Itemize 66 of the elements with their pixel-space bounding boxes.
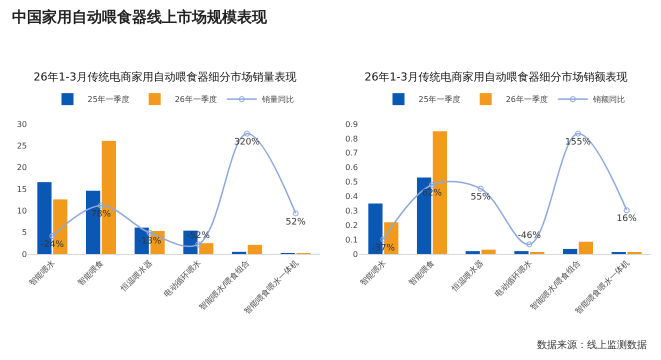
y-tick-label: 0.5 [345,178,358,187]
data-label: -24% [40,240,64,250]
x-tick-label: 恒温喂水器 [118,258,154,294]
point [624,207,630,214]
y-tick-label: 0 [22,250,27,259]
data-label: 320% [234,138,260,148]
legend-label: 25年一季度 [418,95,461,104]
data-label: 62% [422,188,442,199]
y-tick-label: 0.3 [345,206,358,216]
y-tick-label: 15 [16,184,27,194]
text: 中国家用自动喂食器线上市场规模表现 [12,8,267,27]
point [478,186,484,192]
y-tick-label: 20 [16,163,27,172]
x-tick-label: 智能喂食 [76,258,106,288]
data-label: 16% [616,214,638,224]
data-label: -52% [186,231,210,242]
legend-label: 26年一季度 [174,95,217,104]
data-label: -46% [518,231,542,242]
bar [248,244,262,254]
x-tick-label: 电动循环喂水 [162,258,203,299]
legend-label: 26年一季度 [506,95,548,104]
y-tick-label: 0.1 [345,235,358,244]
y-tick-label: 30 [16,120,27,129]
y-tick-label: 10 [16,206,27,216]
y-tick-label: 0.6 [345,163,358,172]
x-tick-label: 智能喂食 [407,258,436,288]
point [49,233,56,240]
legend-label: 25年一季度 [88,95,130,104]
legend-label: 销量同比 [260,95,294,104]
y-tick-label: 0.8 [345,134,358,144]
x-tick-label: 智能喂水 [28,258,57,288]
y-tick-label: 0 [352,250,358,259]
x-tick-label: 智能喂水 [358,258,388,288]
y-tick-label: 0.7 [345,148,358,158]
point [526,241,532,248]
point [380,236,386,242]
data-label: 55% [470,192,492,203]
data-label: -37% [372,243,396,254]
point [575,130,581,137]
point [429,182,435,188]
point [98,202,104,209]
data-label: 78% [90,210,112,220]
bar [562,248,578,254]
point [292,210,299,216]
chart-title: 26年1-3月传统电商家用自动喂食器细分市场销额表现 [364,70,628,84]
data-label: 52% [286,217,306,228]
bar [514,251,529,254]
point [146,230,153,236]
y-tick-label: 5 [22,228,27,238]
bar [199,243,214,254]
y-tick-label: 0.2 [345,220,358,230]
legend-label: 销额同比 [592,95,625,104]
bar [466,251,480,254]
source-note: 数据来源：线上监测数据 [537,338,647,352]
bar [578,242,594,254]
y-tick-label: 25 [16,141,27,150]
data-label: 155% [565,138,592,148]
x-tick-label: 电动循环喂水 [493,258,534,299]
point [244,130,250,137]
chart-title: 26年1-3月传统电商家用自动喂食器细分市场销量表现 [34,70,296,84]
data-label: -13% [138,236,162,247]
y-tick-label: 0.9 [345,120,358,129]
y-tick-label: 0.4 [345,192,358,202]
bar [481,250,496,254]
point [195,241,202,248]
x-tick-label: 恒温喂水器 [450,258,485,294]
